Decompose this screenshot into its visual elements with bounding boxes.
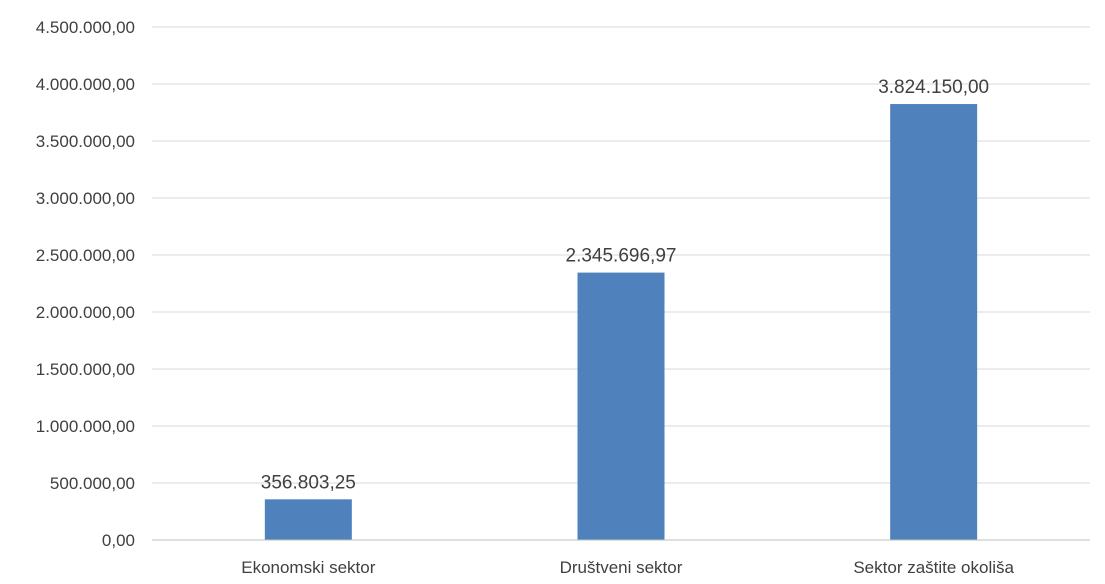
data-label: 356.803,25 [261,472,356,493]
y-tick-label: 3.500.000,00 [36,132,135,151]
x-category-label: Ekonomski sektor [241,558,375,577]
bar [264,499,352,540]
y-tick-label: 4.500.000,00 [36,18,135,37]
y-axis-ticks: 0,00 500.000,00 1.000.000,00 1.500.000,00 2.… [36,18,135,550]
y-tick-label: 0,00 [102,531,135,550]
y-tick-label: 500.000,00 [50,474,135,493]
y-tick-label: 3.000.000,00 [36,189,135,208]
x-category-label: Sektor zaštite okoliša [853,558,1014,577]
data-label: 3.824.150,00 [878,77,989,98]
gridlines [152,26,1090,484]
data-labels: 356.803,25 2.345.696,97 3.824.150,00 [261,77,989,493]
bar [577,272,665,540]
data-label: 2.345.696,97 [566,246,677,267]
bar [890,104,978,540]
bars [264,104,978,540]
y-tick-label: 4.000.000,00 [36,75,135,94]
x-category-label: Društveni sektor [560,558,683,577]
x-axis-categories: Ekonomski sektor Društveni sektor Sektor z… [241,558,1014,577]
y-tick-label: 2.500.000,00 [36,246,135,265]
y-tick-label: 2.000.000,00 [36,303,135,322]
y-tick-label: 1.500.000,00 [36,360,135,379]
y-tick-label: 1.000.000,00 [36,417,135,436]
